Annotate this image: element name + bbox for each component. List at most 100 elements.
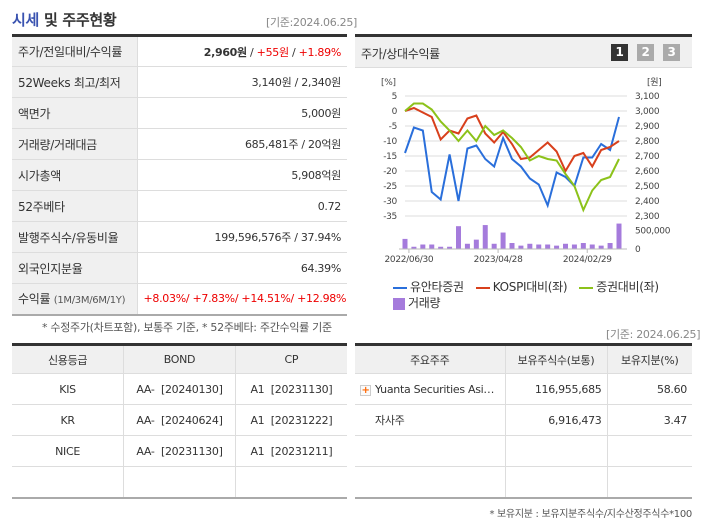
info-label-cell: 액면가 bbox=[12, 97, 138, 129]
info-value-cell: 0.72 bbox=[137, 190, 347, 222]
volume-bar bbox=[500, 232, 506, 249]
table-row: KIS AA- [20240130] A1 [20231130] bbox=[12, 373, 347, 405]
separator: / bbox=[246, 45, 257, 59]
volume-bar bbox=[509, 243, 515, 249]
series-line bbox=[404, 102, 620, 213]
credit-cell: A1 [20231222] bbox=[235, 404, 347, 436]
info-label: 52주베타 bbox=[18, 199, 65, 214]
volume-bar bbox=[554, 245, 560, 249]
info-value: +8.03%/ +7.83%/ +14.51%/ +12.98% bbox=[143, 292, 347, 306]
info-value: 3,140원 / 2,340원 bbox=[251, 76, 342, 89]
holder-pct bbox=[607, 435, 692, 467]
price-value: 2,960원 bbox=[203, 45, 247, 59]
volume-bar bbox=[438, 246, 444, 249]
info-row: 수익률 (1M/3M/6M/1Y) +8.03%/ +7.83%/ +14.51%… bbox=[12, 283, 347, 315]
table-row bbox=[12, 466, 347, 498]
volume-bar bbox=[563, 243, 568, 249]
volume-bar bbox=[447, 246, 453, 249]
info-value-cell: +8.03%/ +7.83%/ +14.51%/ +12.98% bbox=[137, 283, 347, 315]
holder-name-cell bbox=[355, 435, 506, 467]
right-tick-label: 2,900 bbox=[635, 122, 660, 132]
credit-cell: NICE bbox=[12, 435, 125, 467]
left-tick-label: -20 bbox=[383, 167, 397, 177]
credit-header: 신용등급 bbox=[12, 344, 125, 374]
info-row: 액면가 5,000원 bbox=[12, 97, 347, 129]
info-value-cell: 685,481주 / 20억원 bbox=[137, 128, 347, 160]
left-tick-label: 5 bbox=[392, 92, 397, 102]
info-note: * 수정주가(차트포함), 보통주 기준, * 52주베타: 주간수익률 기준 bbox=[42, 321, 332, 334]
legend-item: 증권대비(좌) bbox=[579, 280, 664, 294]
credit-cell bbox=[12, 466, 125, 498]
volume-bar bbox=[473, 239, 479, 249]
volume-bar bbox=[402, 238, 408, 249]
volume-bar bbox=[411, 246, 417, 249]
price-info-table: 주가/전일대비/수익률 2,960원 / +55원 / +1.89% 52Weeks… bbox=[12, 34, 347, 316]
change-value: +55원 bbox=[256, 45, 289, 59]
holder-name-cell[interactable]: + Yuanta Securities Asi… bbox=[355, 373, 506, 405]
right-tick-label: 2,400 bbox=[635, 197, 660, 207]
volume-bar bbox=[420, 244, 426, 249]
table-row bbox=[355, 466, 692, 498]
table-row: NICE AA- [20231130] A1 [20231211] bbox=[12, 435, 347, 467]
info-label: 수익률 bbox=[18, 292, 51, 307]
right-tick-label: 3,000 bbox=[635, 107, 660, 117]
volume-bar bbox=[589, 244, 595, 249]
right-tick-label: 2,500 bbox=[635, 182, 660, 192]
credit-cell: KIS bbox=[12, 373, 125, 405]
x-tick-label: 2022/06/30 bbox=[384, 255, 433, 265]
info-value: 685,481주 / 20억원 bbox=[244, 138, 341, 151]
info-value: 64.39% bbox=[300, 261, 341, 275]
legend-bar-swatch bbox=[393, 297, 405, 310]
x-tick-label: 2024/02/29 bbox=[563, 255, 612, 265]
volume-bar bbox=[598, 245, 604, 249]
chart-page-1-button[interactable]: 1 bbox=[611, 44, 628, 61]
holder-pct bbox=[607, 466, 692, 498]
info-value-cell: 3,140원 / 2,340원 bbox=[137, 66, 347, 98]
table-row: KR AA- [20240624] A1 [20231222] bbox=[12, 404, 347, 436]
chart-panel: 주가/상대수익률 1 2 3 [%] [원] 5 3,100 0 3,000 -5 2,900… bbox=[355, 34, 692, 314]
info-row: 외국인지분율 64.39% bbox=[12, 252, 347, 284]
holders-header: 보유지분(%) bbox=[607, 344, 692, 374]
separator: / bbox=[288, 45, 299, 59]
price-chart: [%] [원] 5 3,100 0 3,000 -5 2,900 -10 2,800 -15 2,70… bbox=[381, 77, 671, 265]
info-label-cell: 주가/전일대비/수익률 bbox=[12, 35, 138, 67]
volume-bar bbox=[456, 226, 461, 249]
chart-page-2-button[interactable]: 2 bbox=[637, 44, 654, 61]
info-label-cell: 수익률 (1M/3M/6M/1Y) bbox=[12, 283, 138, 315]
credit-cell: AA- [20240130] bbox=[123, 373, 236, 405]
volume-bar bbox=[464, 243, 470, 249]
volume-bar bbox=[545, 244, 551, 249]
volume-bar bbox=[536, 244, 542, 249]
info-label: 발행주식수/유동비율 bbox=[18, 230, 119, 245]
right-tick-label: 2,800 bbox=[635, 137, 660, 147]
info-value-cell: 199,596,576주 / 37.94% bbox=[137, 221, 347, 253]
left-tick-label: -30 bbox=[383, 197, 397, 207]
volume-bar bbox=[429, 244, 435, 249]
chart-page-3-button[interactable]: 3 bbox=[663, 44, 680, 61]
left-tick-label: -35 bbox=[383, 212, 397, 222]
info-value-cell: 5,000원 bbox=[137, 97, 347, 129]
volume-tick-label: 500,000 bbox=[635, 226, 671, 236]
credit-header: BOND bbox=[123, 344, 236, 374]
holder-pct: 3.47 bbox=[607, 404, 692, 436]
info-row: 발행주식수/유동비율 199,596,576주 / 37.94% bbox=[12, 221, 347, 253]
volume-bar bbox=[482, 225, 488, 249]
expand-plus-icon[interactable]: + bbox=[360, 384, 371, 396]
info-value: 199,596,576주 / 37.94% bbox=[214, 231, 342, 244]
page-title: 시세 및 주주현황 bbox=[12, 11, 117, 29]
volume-bar bbox=[571, 244, 577, 249]
info-label-cell: 시가총액 bbox=[12, 159, 138, 191]
series-line bbox=[404, 116, 620, 209]
volume-bar bbox=[616, 223, 622, 249]
left-tick-label: -10 bbox=[383, 137, 397, 147]
chart-title: 주가/상대수익률 bbox=[361, 47, 440, 61]
holders-header: 보유주식수(보통) bbox=[505, 344, 608, 374]
holders-note: * 보유지분 : 보유지분주식수/지수산정주식수*100 bbox=[489, 509, 692, 520]
table-row: + Yuanta Securities Asi… 116,955,685 58.60 bbox=[355, 373, 692, 405]
left-tick-label: 0 bbox=[392, 107, 398, 117]
series-line bbox=[404, 106, 620, 174]
volume-bar bbox=[607, 243, 613, 249]
credit-cell bbox=[123, 466, 236, 498]
legend-item: 거래량 bbox=[393, 296, 446, 310]
volume-bar bbox=[580, 243, 586, 249]
